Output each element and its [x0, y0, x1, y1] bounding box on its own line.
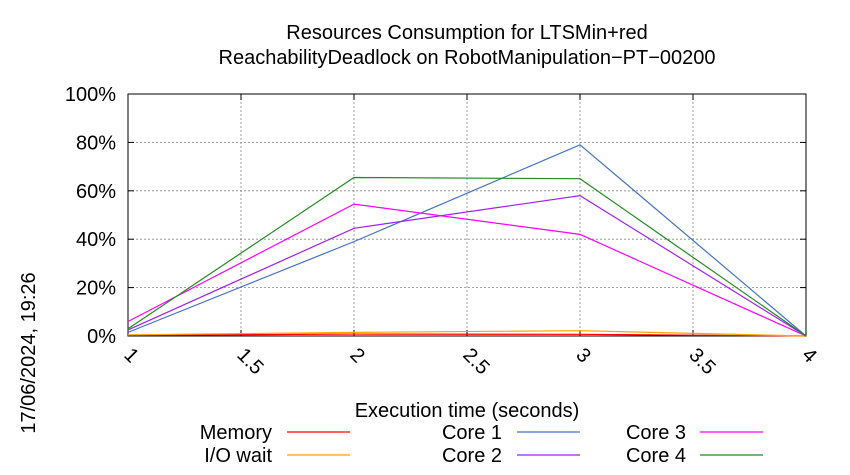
- legend-label-core-2: Core 2: [442, 445, 502, 467]
- x-tick-label: 4: [797, 344, 820, 367]
- series-line-core-1: [127, 144, 807, 337]
- y-tick-label: 20%: [76, 278, 116, 300]
- y-tick-label: 100%: [65, 84, 116, 106]
- y-tick-label: 80%: [76, 132, 116, 154]
- x-tick-label: 3.5: [684, 344, 719, 379]
- legend-label-core-4: Core 4: [626, 445, 686, 467]
- grid: [128, 94, 806, 336]
- x-tick-label: 2: [345, 344, 368, 367]
- chart-subtitle: ReachabilityDeadlock on RobotManipulatio…: [219, 47, 716, 69]
- x-axis-label: Execution time (seconds): [355, 400, 580, 422]
- y-axis: 0% 20% 40% 60% 80% 100%: [65, 84, 806, 348]
- chart-title: Resources Consumption for LTSMin+red: [286, 22, 647, 44]
- series-line-core-2: [127, 195, 807, 337]
- series-line-memory: [127, 333, 807, 337]
- x-tick-label: 1.5: [232, 344, 267, 379]
- x-tick-label: 2.5: [458, 344, 493, 379]
- y-tick-label: 0%: [87, 326, 116, 348]
- series-lines: [127, 144, 807, 337]
- series-line-i-o-wait: [127, 330, 807, 337]
- legend-label-core-3: Core 3: [626, 422, 686, 444]
- x-tick-label: 1: [119, 344, 142, 367]
- timestamp-label: 17/06/2024, 19:26: [18, 272, 40, 433]
- legend-label-i-o-wait: I/O wait: [204, 445, 272, 467]
- x-tick-label: 3: [571, 344, 594, 367]
- y-tick-label: 40%: [76, 229, 116, 251]
- legend-label-core-1: Core 1: [442, 422, 502, 444]
- series-line-core-4: [127, 176, 807, 337]
- y-tick-label: 60%: [76, 181, 116, 203]
- legend-label-memory: Memory: [200, 422, 272, 444]
- series-line-core-3: [127, 203, 807, 337]
